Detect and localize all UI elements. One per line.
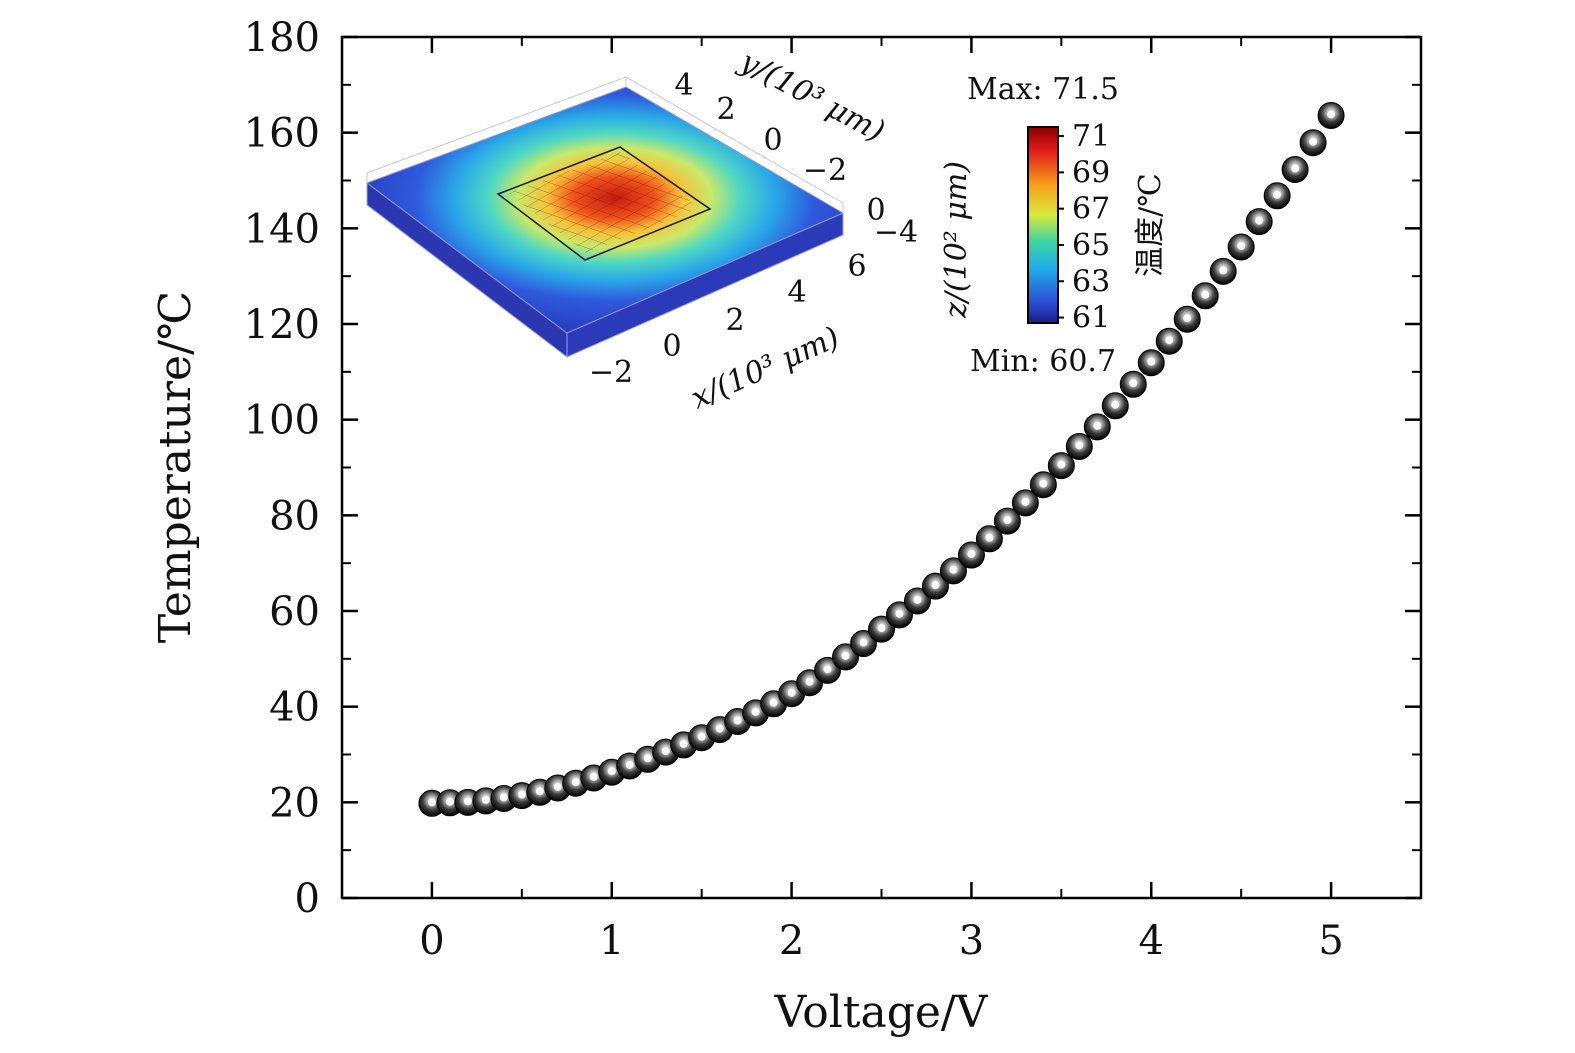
data-point xyxy=(1281,155,1309,183)
inset-x-tick: 0 xyxy=(662,329,681,364)
data-point xyxy=(868,615,895,643)
data-points xyxy=(418,101,1345,817)
y-tick-label: 140 xyxy=(244,206,320,252)
inset-x-tick: 6 xyxy=(847,249,866,284)
colorbar-tick-label: 67 xyxy=(1072,192,1110,227)
inset-z-axis-label: z/(10² μm) xyxy=(939,161,974,319)
inset-max-label: Max: 71.5 xyxy=(967,72,1119,107)
data-point xyxy=(1173,305,1201,333)
data-point xyxy=(975,525,1003,553)
y-tick-label: 40 xyxy=(269,685,320,731)
inset-x-axis-label: x/(10³ μm) xyxy=(686,320,845,416)
data-point xyxy=(1101,392,1129,420)
y-tick-label: 160 xyxy=(244,111,320,157)
y-tick-label: 100 xyxy=(244,398,320,444)
x-tick-label: 3 xyxy=(959,918,984,964)
y-axis-title: Temperature/℃ xyxy=(150,291,201,643)
inset-y-tick: 2 xyxy=(716,92,735,127)
x-tick-label: 1 xyxy=(599,918,624,964)
data-point xyxy=(957,541,985,569)
inset-x-tick: −2 xyxy=(589,355,633,390)
data-point xyxy=(1155,327,1183,355)
data-point xyxy=(921,572,949,600)
inset-x-tick: 2 xyxy=(725,303,744,338)
colorbar-tick-label: 61 xyxy=(1072,301,1110,336)
y-tick-label: 180 xyxy=(244,15,320,61)
data-point xyxy=(1245,208,1273,236)
data-point xyxy=(1299,129,1327,157)
data-point xyxy=(993,507,1021,535)
data-point xyxy=(1209,257,1237,285)
inset-y-tick: −4 xyxy=(874,215,918,250)
colorbar-tick-label: 71 xyxy=(1072,119,1110,154)
colorbar-tick-label: 63 xyxy=(1072,264,1110,299)
data-point xyxy=(1191,282,1219,310)
inset-x-tick: 4 xyxy=(787,275,806,310)
axes-ticks xyxy=(341,35,1422,900)
inset-3d-heatmap: 4 2 0 −2 0 −4 y/(10³ μm) 6 4 2 0 −2 x/(1… xyxy=(365,43,1168,416)
colorbar xyxy=(1027,126,1059,324)
data-point xyxy=(1047,452,1075,480)
y-tick-label: 60 xyxy=(269,589,320,635)
inset-y-tick: 0 xyxy=(763,123,782,158)
data-point xyxy=(1119,370,1147,398)
data-point xyxy=(1065,432,1093,460)
data-point xyxy=(1029,471,1057,499)
heater-grid xyxy=(508,152,700,253)
colorbar-tick-label: 65 xyxy=(1072,228,1110,263)
data-point xyxy=(939,557,967,585)
x-tick-label: 5 xyxy=(1318,918,1343,964)
data-point xyxy=(1317,101,1345,129)
x-tick-label: 2 xyxy=(779,918,804,964)
heater-outline xyxy=(496,146,712,261)
inset-min-label: Min: 60.7 xyxy=(970,344,1116,379)
y-tick-label: 20 xyxy=(269,780,320,826)
inset-y-tick: −2 xyxy=(803,153,847,188)
inset-y-tick: 4 xyxy=(674,68,693,103)
y-tick-labels: 0 20 40 60 80 100 120 140 160 180 xyxy=(244,15,320,922)
data-point xyxy=(885,601,913,629)
y-tick-label: 120 xyxy=(244,302,320,348)
x-axis-title: Voltage/V xyxy=(773,987,988,1038)
x-tick-labels: 0 1 2 3 4 5 xyxy=(419,918,1344,964)
inset-z-tick: 0 xyxy=(866,193,885,228)
data-point xyxy=(1011,489,1039,517)
colorbar-title: 温度/℃ xyxy=(1133,173,1168,277)
y-tick-label: 0 xyxy=(295,876,320,922)
data-point xyxy=(1263,182,1291,210)
x-tick-label: 4 xyxy=(1139,918,1164,964)
data-point xyxy=(1137,349,1165,377)
data-point xyxy=(1083,413,1111,441)
data-point xyxy=(850,630,878,658)
x-tick-label: 0 xyxy=(419,918,444,964)
inset-y-axis-label: y/(10³ μm) xyxy=(732,43,890,149)
colorbar-tick-label: 69 xyxy=(1072,155,1110,190)
y-tick-label: 80 xyxy=(269,493,320,539)
data-point xyxy=(1227,233,1255,261)
data-point xyxy=(903,587,931,615)
